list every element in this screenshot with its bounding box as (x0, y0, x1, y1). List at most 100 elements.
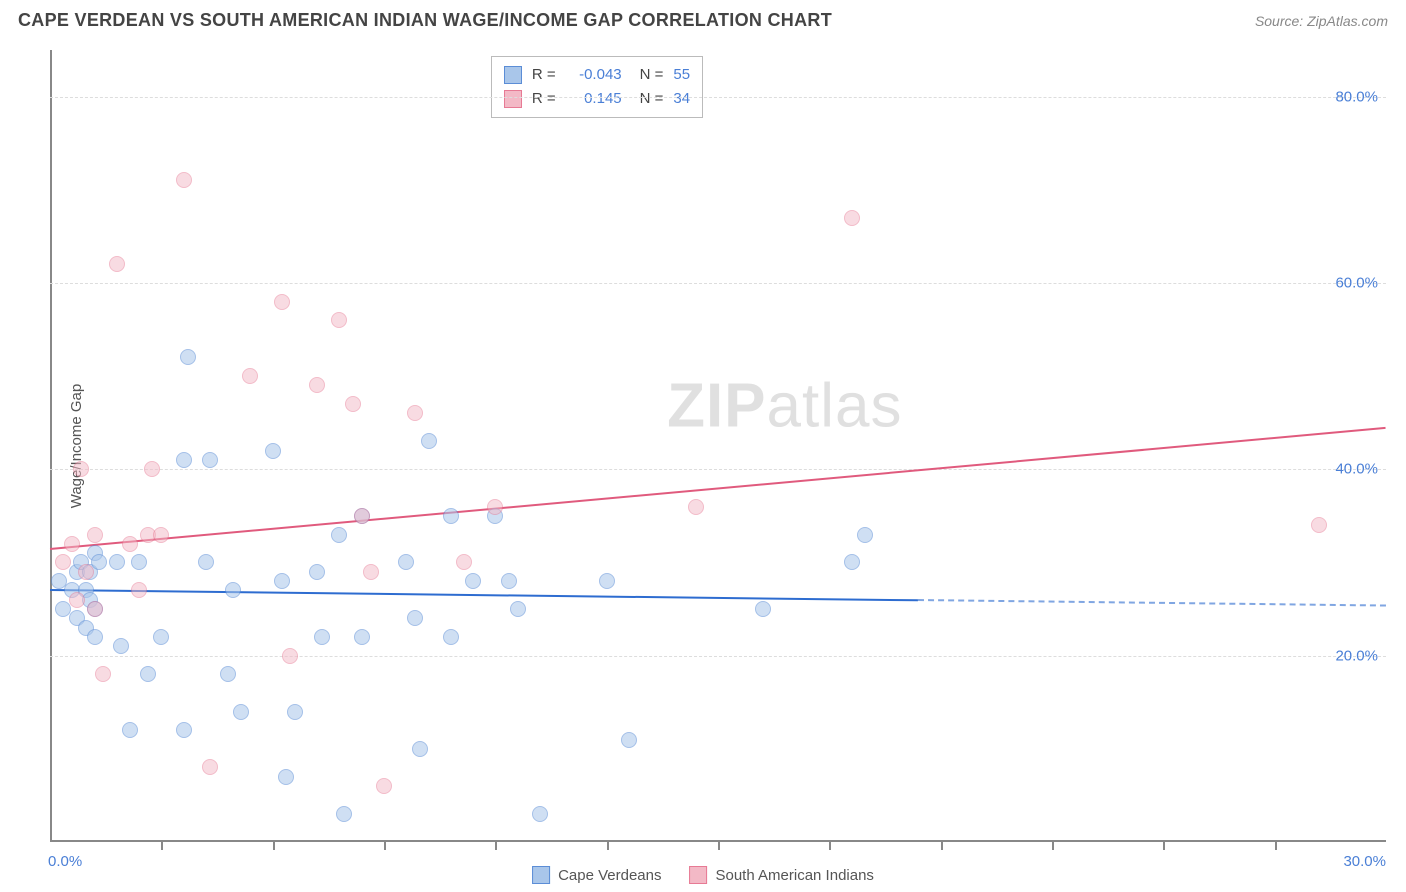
legend-swatch (689, 866, 707, 884)
data-point (202, 759, 218, 775)
data-point (336, 806, 352, 822)
source-label: Source: ZipAtlas.com (1255, 13, 1388, 29)
data-point (198, 554, 214, 570)
x-tick (607, 842, 609, 850)
legend-item: Cape Verdeans (532, 866, 661, 884)
x-tick (161, 842, 163, 850)
grid-line (50, 656, 1386, 657)
data-point (331, 312, 347, 328)
data-point (87, 601, 103, 617)
data-point (331, 527, 347, 543)
data-point (69, 592, 85, 608)
data-point (55, 554, 71, 570)
data-point (1311, 517, 1327, 533)
data-point (109, 256, 125, 272)
data-point (220, 666, 236, 682)
r-value: -0.043 (566, 63, 622, 87)
data-point (176, 172, 192, 188)
y-axis-line (50, 50, 52, 842)
legend-label: Cape Verdeans (558, 867, 661, 884)
data-point (122, 722, 138, 738)
data-point (225, 582, 241, 598)
watermark-bold: ZIP (667, 372, 766, 441)
data-point (265, 443, 281, 459)
data-point (87, 527, 103, 543)
data-point (844, 554, 860, 570)
n-value: 55 (673, 63, 690, 87)
data-point (314, 629, 330, 645)
data-point (309, 564, 325, 580)
data-point (456, 554, 472, 570)
legend-row: R =-0.043N =55 (504, 63, 690, 87)
chart-area: Wage/Income Gap ZIPatlas R =-0.043N =55R… (50, 50, 1386, 842)
r-value: 0.145 (566, 87, 622, 111)
data-point (755, 601, 771, 617)
data-point (278, 769, 294, 785)
data-point (376, 778, 392, 794)
data-point (309, 377, 325, 393)
data-point (131, 554, 147, 570)
x-tick-label: 0.0% (48, 853, 82, 870)
data-point (844, 210, 860, 226)
data-point (443, 629, 459, 645)
data-point (354, 508, 370, 524)
grid-line (50, 469, 1386, 470)
legend-item: South American Indians (689, 866, 873, 884)
data-point (64, 536, 80, 552)
x-tick (829, 842, 831, 850)
data-point (87, 629, 103, 645)
data-point (345, 396, 361, 412)
n-label: N = (640, 87, 664, 111)
data-point (501, 573, 517, 589)
y-tick-label: 40.0% (1335, 461, 1378, 478)
data-point (412, 741, 428, 757)
r-label: R = (532, 87, 556, 111)
data-point (113, 638, 129, 654)
trend-line-dashed (918, 599, 1386, 607)
data-point (398, 554, 414, 570)
legend-label: South American Indians (715, 867, 873, 884)
x-tick (273, 842, 275, 850)
data-point (354, 629, 370, 645)
data-point (363, 564, 379, 580)
data-point (857, 527, 873, 543)
data-point (131, 582, 147, 598)
plot-region: ZIPatlas R = -0.043 N = 55R = 0.145 N = 34 20.… (50, 50, 1386, 842)
data-point (122, 536, 138, 552)
y-tick-label: 20.0% (1335, 647, 1378, 664)
legend-swatch (532, 866, 550, 884)
x-tick (384, 842, 386, 850)
data-point (153, 527, 169, 543)
data-point (144, 461, 160, 477)
data-point (599, 573, 615, 589)
y-tick-label: 60.0% (1335, 274, 1378, 291)
x-tick (941, 842, 943, 850)
data-point (91, 554, 107, 570)
data-point (688, 499, 704, 515)
data-point (465, 573, 481, 589)
data-point (621, 732, 637, 748)
data-point (109, 554, 125, 570)
grid-line (50, 283, 1386, 284)
data-point (153, 629, 169, 645)
r-label: R = (532, 63, 556, 87)
data-point (95, 666, 111, 682)
data-point (176, 722, 192, 738)
chart-title: CAPE VERDEAN VS SOUTH AMERICAN INDIAN WA… (18, 10, 832, 31)
data-point (282, 648, 298, 664)
x-tick-label: 30.0% (1343, 853, 1386, 870)
data-point (140, 666, 156, 682)
data-point (73, 461, 89, 477)
x-tick (1275, 842, 1277, 850)
data-point (180, 349, 196, 365)
legend-row: R = 0.145 N = 34 (504, 87, 690, 111)
watermark: ZIPatlas (667, 371, 902, 442)
grid-line (50, 97, 1386, 98)
data-point (202, 452, 218, 468)
n-value: 34 (673, 87, 690, 111)
y-tick-label: 80.0% (1335, 88, 1378, 105)
legend-swatch (504, 66, 522, 84)
data-point (274, 573, 290, 589)
data-point (421, 433, 437, 449)
data-point (274, 294, 290, 310)
